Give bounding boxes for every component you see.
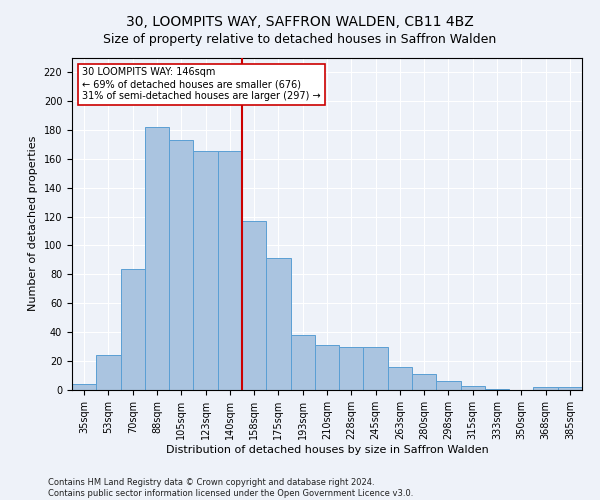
Y-axis label: Number of detached properties: Number of detached properties <box>28 136 38 312</box>
Bar <box>266 258 290 390</box>
Bar <box>242 221 266 390</box>
Bar <box>315 345 339 390</box>
Bar <box>485 388 509 390</box>
Bar <box>339 346 364 390</box>
Bar <box>290 335 315 390</box>
Text: Size of property relative to detached houses in Saffron Walden: Size of property relative to detached ho… <box>103 32 497 46</box>
Bar <box>145 127 169 390</box>
Bar <box>388 367 412 390</box>
Bar <box>558 387 582 390</box>
Text: 30, LOOMPITS WAY, SAFFRON WALDEN, CB11 4BZ: 30, LOOMPITS WAY, SAFFRON WALDEN, CB11 4… <box>126 15 474 29</box>
Bar <box>121 268 145 390</box>
X-axis label: Distribution of detached houses by size in Saffron Walden: Distribution of detached houses by size … <box>166 444 488 454</box>
Text: 30 LOOMPITS WAY: 146sqm
← 69% of detached houses are smaller (676)
31% of semi-d: 30 LOOMPITS WAY: 146sqm ← 69% of detache… <box>82 68 321 100</box>
Bar <box>364 346 388 390</box>
Bar <box>218 152 242 390</box>
Bar <box>96 356 121 390</box>
Bar <box>169 140 193 390</box>
Bar <box>533 387 558 390</box>
Bar <box>412 374 436 390</box>
Bar <box>72 384 96 390</box>
Bar <box>193 152 218 390</box>
Bar <box>461 386 485 390</box>
Text: Contains HM Land Registry data © Crown copyright and database right 2024.
Contai: Contains HM Land Registry data © Crown c… <box>48 478 413 498</box>
Bar <box>436 382 461 390</box>
